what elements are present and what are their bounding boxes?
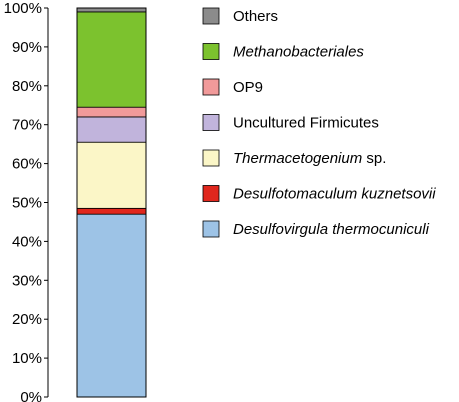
legend-swatch-2: [202, 78, 220, 96]
legend: Others Methanobacteriales OP9 Uncultured Fi…: [202, 7, 436, 238]
y-tick-label: 50%: [12, 195, 42, 212]
bar-segment-5: [76, 11, 147, 108]
legend-swatch-0: [202, 7, 220, 25]
y-tick-label: 20%: [12, 311, 42, 328]
legend-label-6: Desulfovirgula thermocuniculi: [233, 221, 430, 238]
legend-label-1: Methanobacteriales: [233, 44, 364, 61]
legend-label-4: Thermacetogenium sp.: [233, 150, 386, 167]
legend-label-0: Others: [233, 8, 278, 25]
y-tick-label: 90%: [12, 39, 42, 56]
legend-swatch-6: [202, 220, 220, 238]
y-tick-label: 0%: [20, 389, 42, 402]
y-axis: 0% 10% 20% 30% 40% 50% 60% 70% 80% 90% 100%: [4, 0, 49, 402]
bar-segment-6: [76, 7, 147, 13]
stacked-bar: [76, 7, 147, 398]
y-tick-label: 80%: [12, 78, 42, 95]
bar-segment-3: [76, 116, 147, 143]
y-tick-label: 10%: [12, 350, 42, 367]
legend-swatch-3: [202, 114, 220, 131]
y-tick-label: 40%: [12, 233, 42, 250]
bar-segment-2: [76, 141, 147, 209]
y-tick-label: 30%: [12, 272, 42, 289]
bar-segment-0: [76, 213, 147, 398]
legend-label-2: OP9: [233, 79, 263, 96]
legend-swatch-5: [202, 185, 220, 202]
legend-label-3: Uncultured Firmicutes: [233, 115, 379, 132]
legend-swatch-1: [202, 43, 220, 60]
y-tick-label: 70%: [12, 117, 42, 134]
legend-label-5: Desulfotomaculum kuznetsovii: [233, 186, 436, 203]
bar-frame: [76, 7, 147, 398]
bar-segment-1: [76, 207, 147, 215]
y-tick-label: 60%: [12, 156, 42, 173]
y-tick-label: 100%: [4, 0, 42, 17]
bar-segment-4: [76, 106, 147, 118]
legend-swatch-4: [202, 149, 220, 167]
